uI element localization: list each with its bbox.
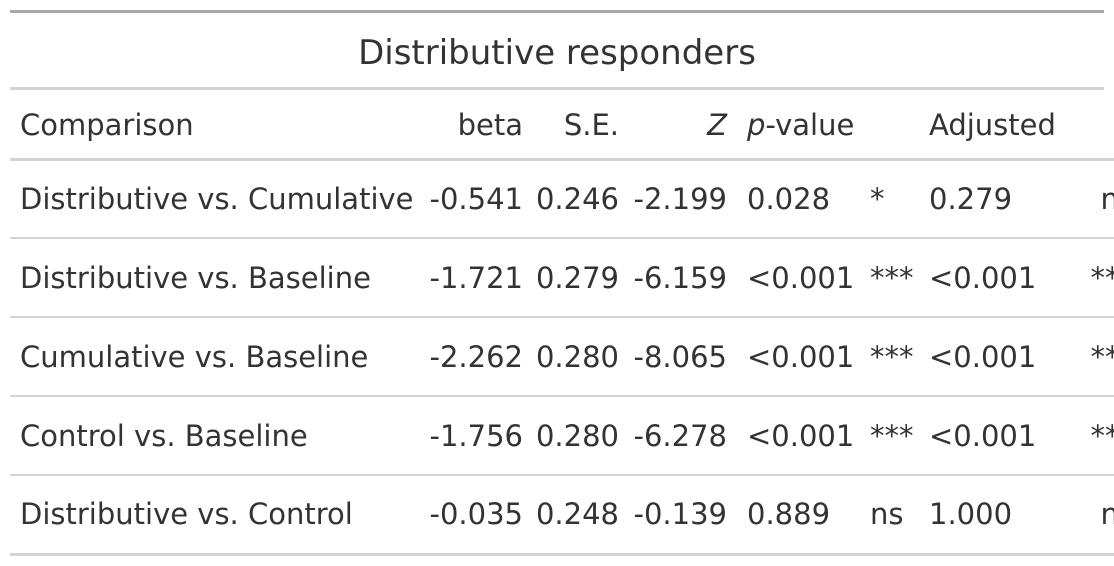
cell-beta: -0.541 — [415, 159, 523, 239]
header-comparison: Comparison — [10, 90, 415, 161]
cell-p-value: <0.001 — [727, 317, 870, 397]
cell-significance: *** — [870, 396, 929, 476]
header-p-value: p-value — [727, 90, 870, 161]
cell-p-value: 0.028 — [727, 159, 870, 239]
cell-se: 0.248 — [523, 475, 619, 556]
cell-beta: -1.721 — [415, 238, 523, 318]
cell-se: 0.246 — [523, 159, 619, 239]
cell-adjusted-significance: *** — [1075, 317, 1114, 397]
cell-adjusted-significance: *** — [1075, 396, 1114, 476]
cell-significance: ns — [870, 475, 929, 556]
cell-adjusted: <0.001 — [929, 396, 1075, 476]
table-top-rule — [10, 10, 1104, 13]
header-se: S.E. — [523, 90, 619, 161]
cell-adjusted-significance: ns — [1075, 475, 1114, 556]
header-row: Comparison beta S.E. Z p-value Adjusted — [10, 90, 1114, 161]
cell-significance: *** — [870, 317, 929, 397]
header-significance — [870, 90, 929, 161]
table-body: Distributive vs. Cumulative -0.541 0.246… — [10, 159, 1114, 556]
cell-adjusted-significance: *** — [1075, 238, 1114, 318]
cell-beta: -0.035 — [415, 475, 523, 556]
cell-p-value: <0.001 — [727, 396, 870, 476]
header-z: Z — [619, 90, 727, 161]
cell-adjusted: <0.001 — [929, 317, 1075, 397]
table-row: Distributive vs. Control -0.035 0.248 -0… — [10, 475, 1114, 556]
cell-z: -2.199 — [619, 159, 727, 239]
cell-se: 0.280 — [523, 317, 619, 397]
cell-beta: -2.262 — [415, 317, 523, 397]
header-beta: beta — [415, 90, 523, 161]
cell-significance: * — [870, 159, 929, 239]
header-adjusted-significance — [1075, 90, 1114, 161]
cell-comparison: Control vs. Baseline — [10, 396, 415, 476]
cell-p-value: 0.889 — [727, 475, 870, 556]
cell-significance: *** — [870, 238, 929, 318]
cell-z: -6.278 — [619, 396, 727, 476]
cell-z: -6.159 — [619, 238, 727, 318]
table-row: Control vs. Baseline -1.756 0.280 -6.278… — [10, 396, 1114, 476]
table-row: Cumulative vs. Baseline -2.262 0.280 -8.… — [10, 317, 1114, 397]
header-p-italic: p — [747, 107, 766, 142]
results-table-container: Distributive responders Comparison beta … — [10, 10, 1114, 556]
cell-se: 0.280 — [523, 396, 619, 476]
table-header: Comparison beta S.E. Z p-value Adjusted — [10, 90, 1114, 161]
cell-comparison: Distributive vs. Control — [10, 475, 415, 556]
cell-z: -0.139 — [619, 475, 727, 556]
cell-adjusted: <0.001 — [929, 238, 1075, 318]
cell-comparison: Distributive vs. Baseline — [10, 238, 415, 318]
header-p-rest: -value — [765, 107, 855, 142]
cell-comparison: Distributive vs. Cumulative — [10, 159, 415, 239]
cell-p-value: <0.001 — [727, 238, 870, 318]
cell-z: -8.065 — [619, 317, 727, 397]
table-row: Distributive vs. Cumulative -0.541 0.246… — [10, 159, 1114, 239]
cell-adjusted-significance: ns — [1075, 159, 1114, 239]
table-title: Distributive responders — [10, 13, 1104, 90]
cell-comparison: Cumulative vs. Baseline — [10, 317, 415, 397]
header-adjusted: Adjusted — [929, 90, 1075, 161]
cell-beta: -1.756 — [415, 396, 523, 476]
table-row: Distributive vs. Baseline -1.721 0.279 -… — [10, 238, 1114, 318]
results-table: Comparison beta S.E. Z p-value Adjusted … — [10, 90, 1114, 556]
cell-se: 0.279 — [523, 238, 619, 318]
cell-adjusted: 0.279 — [929, 159, 1075, 239]
cell-adjusted: 1.000 — [929, 475, 1075, 556]
